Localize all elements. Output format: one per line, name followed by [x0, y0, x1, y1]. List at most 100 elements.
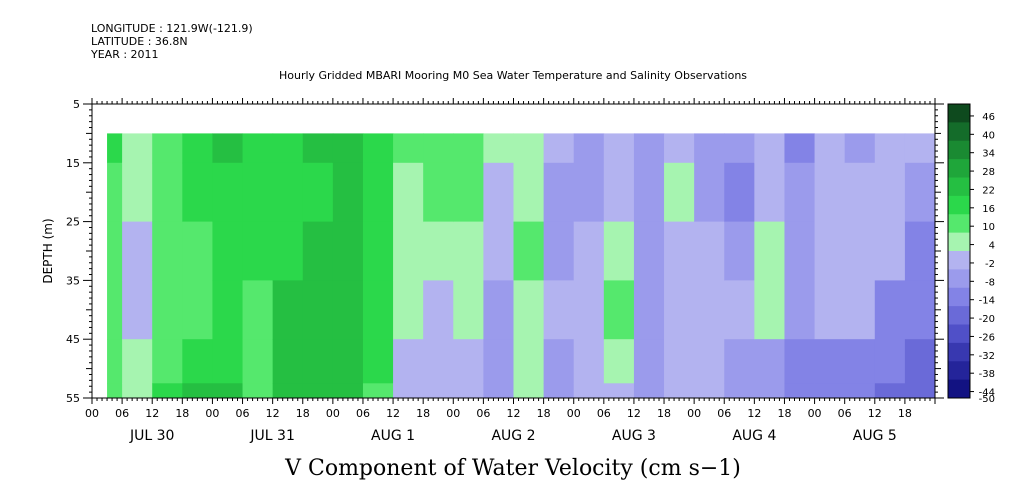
- heat-cell: [754, 280, 785, 340]
- heat-cell: [453, 133, 484, 164]
- x-hour-label: 12: [507, 407, 521, 420]
- x-axis: 00 06 12 18 00 06 12 18 00 06 12 18 00 06 12 18 00 06 12 18…: [85, 98, 936, 444]
- colorbar-swatch: [948, 232, 970, 252]
- heat-cell: [543, 383, 575, 398]
- heat-cell: [107, 221, 123, 281]
- heat-cell: [664, 221, 695, 281]
- x-hour-label: 00: [205, 407, 219, 420]
- colorbar-label: 10: [982, 222, 995, 233]
- heat-cell: [573, 221, 605, 281]
- heat-cell: [302, 339, 334, 384]
- colorbar-label: -50: [979, 394, 995, 405]
- heat-cell: [814, 221, 846, 281]
- colorbar-frame: [947, 103, 971, 399]
- heat-cell: [844, 280, 876, 340]
- x-hour-label: 06: [115, 407, 129, 420]
- heat-cell: [664, 133, 695, 164]
- heat-cell: [332, 221, 364, 281]
- x-hour-label: 00: [446, 407, 460, 420]
- heat-cell: [814, 339, 846, 384]
- heat-cell: [242, 162, 274, 223]
- colorbar-swatch: [948, 159, 970, 178]
- heat-cell: [423, 383, 454, 398]
- heat-cell: [152, 383, 183, 398]
- heat-cell: [513, 383, 545, 398]
- heat-cell: [107, 162, 123, 223]
- x-hour-label: 18: [537, 407, 551, 420]
- heat-cell: [664, 280, 695, 340]
- y-tick-label: 55: [66, 392, 80, 405]
- x-axis-label: V Component of Water Velocity (cm s−1): [284, 456, 741, 481]
- colorbar-swatch: [948, 195, 970, 215]
- heat-cell: [513, 133, 545, 164]
- heat-cell: [513, 280, 545, 340]
- y-tick-label: 25: [66, 216, 80, 229]
- heat-cell: [332, 133, 364, 164]
- heat-cell: [664, 162, 695, 223]
- heat-cell: [272, 221, 304, 281]
- heat-cell: [483, 383, 514, 398]
- heat-cell: [844, 383, 876, 398]
- x-hour-label: 12: [627, 407, 641, 420]
- colorbar-swatch: [948, 342, 970, 362]
- heat-cell: [814, 133, 846, 164]
- heat-cell: [784, 383, 816, 398]
- x-hour-label: 06: [236, 407, 250, 420]
- heat-cell: [423, 162, 454, 223]
- heat-cell: [332, 162, 364, 223]
- colorbar-label: -2: [985, 259, 995, 270]
- heat-cell: [694, 133, 725, 164]
- heat-cell: [603, 383, 635, 398]
- heat-cell: [754, 133, 785, 164]
- heat-cell: [393, 339, 424, 384]
- heat-cell: [393, 383, 424, 398]
- x-hour-label: 12: [266, 407, 280, 420]
- heat-cell: [302, 221, 334, 281]
- colorbar-label: 4: [989, 241, 995, 252]
- heat-cell: [874, 280, 906, 340]
- heat-cell: [212, 133, 244, 164]
- x-hour-label: 18: [296, 407, 310, 420]
- x-hour-label: 18: [777, 407, 791, 420]
- heat-cell: [844, 133, 876, 164]
- heat-cell: [483, 162, 514, 223]
- heat-cell: [272, 383, 304, 398]
- heat-cell: [242, 221, 274, 281]
- heat-cell: [212, 221, 244, 281]
- heat-cell: [182, 162, 213, 223]
- heat-cell: [814, 280, 846, 340]
- colorbar-swatch: [948, 214, 970, 234]
- heat-cell: [664, 383, 695, 398]
- x-day-label: AUG 1: [371, 428, 415, 444]
- heat-cell: [603, 280, 635, 340]
- heat-cell: [664, 339, 695, 384]
- colorbar-label: -38: [979, 369, 995, 380]
- heat-cell: [754, 162, 785, 223]
- heat-cell: [724, 162, 755, 223]
- heat-cell: [603, 162, 635, 223]
- x-hour-label: 00: [567, 407, 581, 420]
- heat-cell: [423, 221, 454, 281]
- heat-cell: [543, 280, 575, 340]
- heat-cell: [543, 221, 575, 281]
- y-tick-label: 5: [73, 98, 80, 111]
- heat-cell: [423, 133, 454, 164]
- x-hour-label: 18: [175, 407, 189, 420]
- heat-cell: [603, 339, 635, 384]
- heat-cell: [393, 162, 424, 223]
- colorbar-swatch: [948, 177, 970, 197]
- heat-cell: [107, 280, 123, 340]
- colorbar-label: -26: [979, 332, 995, 343]
- colorbar: 46 40 34 28 22 16 10 4 -2 -8 -14 -20 -26 -32 -38 -44-50: [947, 103, 995, 405]
- heat-cell: [874, 383, 906, 398]
- x-hour-label: 18: [657, 407, 671, 420]
- heat-cell: [393, 133, 424, 164]
- heat-cell: [724, 383, 755, 398]
- heat-cell: [453, 162, 484, 223]
- heat-cell: [513, 221, 545, 281]
- heat-cell: [844, 162, 876, 223]
- colorbar-swatch: [948, 251, 970, 270]
- colorbar-label: -14: [979, 296, 995, 307]
- heat-cell: [182, 133, 213, 164]
- heat-cell: [694, 162, 725, 223]
